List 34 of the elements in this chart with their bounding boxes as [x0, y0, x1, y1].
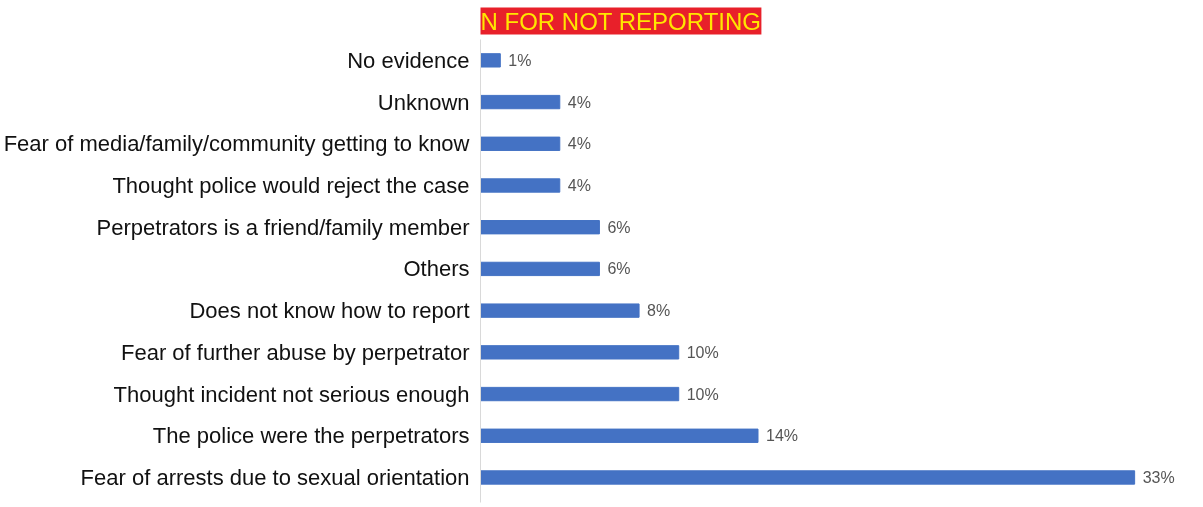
y-tick-label: Perpetrators is a friend/family member: [96, 214, 470, 240]
data-label: 10%: [686, 343, 719, 361]
bar: [480, 470, 1136, 485]
data-label: 6%: [607, 260, 631, 278]
y-tick-label: Fear of arrests due to sexual orientation: [80, 464, 470, 490]
y-tick-label: Thought police would reject the case: [112, 172, 470, 198]
data-label: 33%: [1142, 468, 1175, 486]
bar: [480, 136, 561, 151]
y-tick-label: Thought incident not serious enough: [113, 381, 470, 407]
y-tick-label: Others: [403, 256, 470, 282]
data-label: 10%: [686, 385, 719, 403]
bar: [480, 386, 680, 402]
y-tick-label: The police were the perpetrators: [152, 423, 470, 449]
data-label: 14%: [766, 427, 799, 445]
bar: [480, 345, 680, 360]
data-label: 6%: [607, 218, 631, 236]
bar: [480, 220, 600, 235]
y-tick-label: Does not know how to report: [189, 298, 470, 324]
y-tick-label: No evidence: [347, 47, 470, 73]
data-label: 4%: [567, 135, 591, 153]
chart-title: N FOR NOT REPORTING: [480, 7, 761, 35]
data-label: 8%: [647, 302, 671, 320]
bar: [480, 53, 501, 68]
data-label: 4%: [567, 93, 591, 111]
y-tick-label: Unknown: [377, 89, 470, 115]
bar: [480, 428, 759, 443]
bar: [480, 94, 561, 110]
bar: [480, 178, 561, 193]
data-label: 1%: [508, 51, 532, 69]
data-label: 4%: [567, 176, 591, 194]
y-tick-label: Fear of media/family/community getting to know: [3, 131, 470, 157]
bar: [480, 261, 600, 277]
y-tick-label: Fear of further abuse by perpetrator: [120, 339, 470, 365]
bar: [480, 303, 640, 318]
